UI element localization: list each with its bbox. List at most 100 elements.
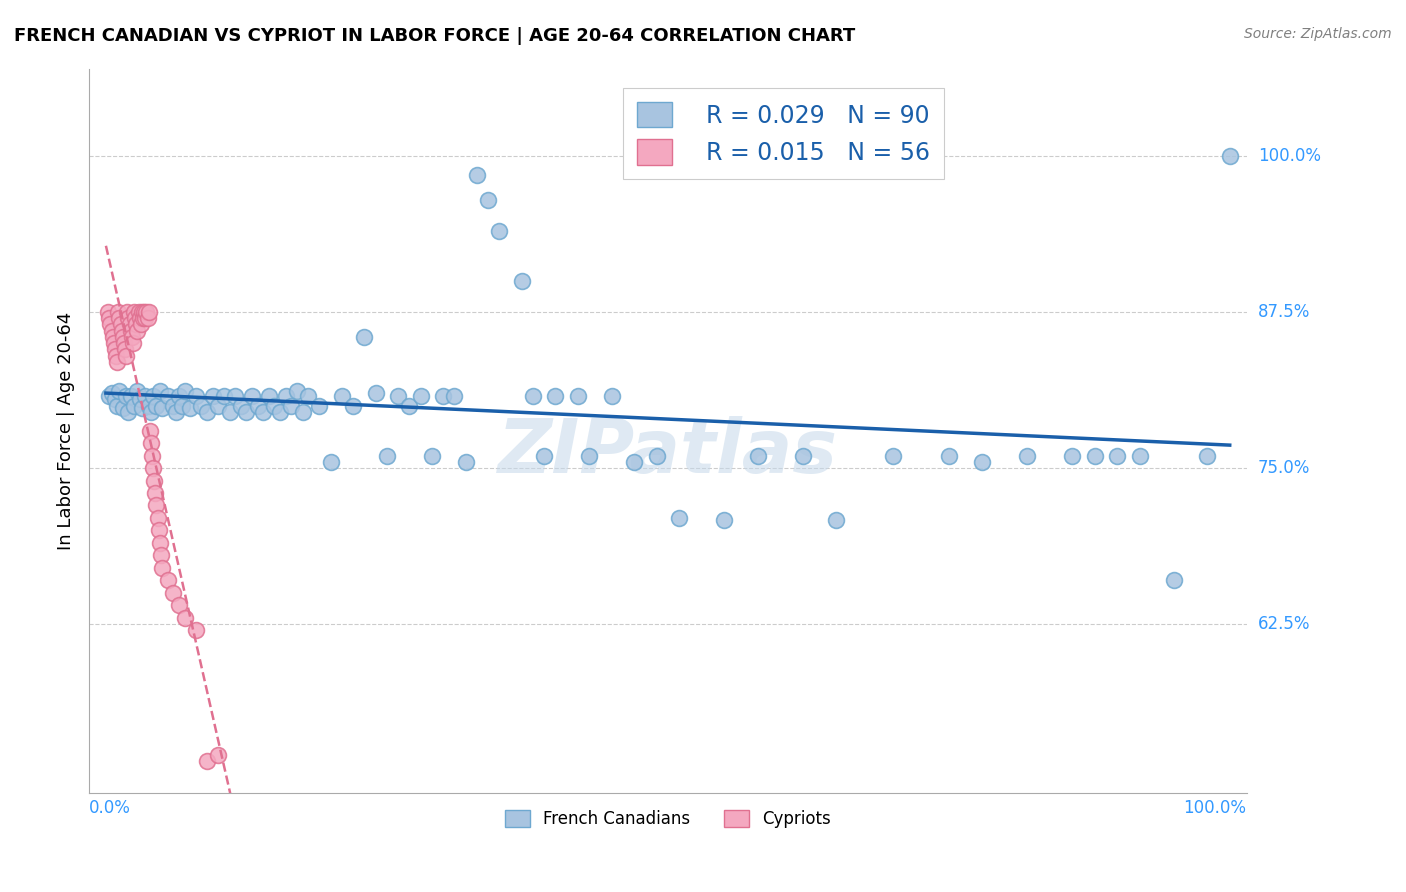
French Canadians	[156, 389, 179, 403]
Cypriots	[108, 311, 131, 326]
Cypriots	[136, 311, 159, 326]
Cypriots	[156, 574, 179, 588]
Cypriots	[129, 318, 152, 332]
Cypriots	[124, 311, 146, 326]
Cypriots	[131, 305, 153, 319]
Cypriots	[125, 318, 148, 332]
French Canadians	[120, 389, 142, 403]
Cypriots	[138, 305, 160, 319]
French Canadians	[600, 389, 623, 403]
Cypriots	[132, 311, 155, 326]
Text: Source: ZipAtlas.com: Source: ZipAtlas.com	[1244, 27, 1392, 41]
French Canadians	[240, 389, 263, 403]
French Canadians	[522, 389, 544, 403]
French Canadians	[477, 193, 499, 207]
French Canadians	[297, 389, 319, 403]
French Canadians	[128, 392, 150, 407]
Cypriots	[121, 330, 143, 344]
French Canadians	[353, 330, 375, 344]
Text: FRENCH CANADIAN VS CYPRIOT IN LABOR FORCE | AGE 20-64 CORRELATION CHART: FRENCH CANADIAN VS CYPRIOT IN LABOR FORC…	[14, 27, 855, 45]
French Canadians	[224, 389, 246, 403]
Cypriots	[101, 330, 124, 344]
Cypriots	[135, 305, 157, 319]
Cypriots	[97, 305, 120, 319]
Cypriots	[111, 330, 134, 344]
French Canadians	[1062, 449, 1084, 463]
French Canadians	[165, 405, 187, 419]
Cypriots	[110, 318, 132, 332]
Cypriots	[134, 311, 156, 326]
Cypriots	[111, 324, 134, 338]
Cypriots	[128, 311, 150, 326]
French Canadians	[1107, 449, 1129, 463]
Cypriots	[98, 311, 121, 326]
French Canadians	[149, 384, 172, 398]
French Canadians	[111, 401, 134, 416]
Cypriots	[184, 624, 207, 638]
French Canadians	[510, 274, 533, 288]
French Canadians	[134, 389, 156, 403]
Cypriots	[134, 305, 156, 319]
Cypriots	[104, 343, 127, 357]
French Canadians	[269, 405, 291, 419]
Cypriots	[167, 599, 190, 613]
French Canadians	[246, 399, 269, 413]
French Canadians	[179, 401, 201, 416]
French Canadians	[285, 384, 308, 398]
Cypriots	[105, 349, 128, 363]
Text: ZIPatlas: ZIPatlas	[498, 416, 838, 489]
Cypriots	[103, 336, 125, 351]
French Canadians	[142, 389, 165, 403]
French Canadians	[409, 389, 432, 403]
French Canadians	[172, 399, 194, 413]
French Canadians	[184, 389, 207, 403]
Cypriots	[149, 536, 172, 550]
Cypriots	[100, 318, 122, 332]
Cypriots	[107, 305, 129, 319]
French Canadians	[488, 224, 510, 238]
Cypriots	[162, 586, 184, 600]
French Canadians	[432, 389, 454, 403]
French Canadians	[229, 399, 252, 413]
French Canadians	[567, 389, 589, 403]
French Canadians	[280, 399, 302, 413]
French Canadians	[578, 449, 600, 463]
Cypriots	[127, 324, 149, 338]
French Canadians	[274, 389, 297, 403]
Cypriots	[141, 449, 163, 463]
Text: 87.5%: 87.5%	[1258, 303, 1310, 321]
Cypriots	[122, 336, 145, 351]
French Canadians	[162, 399, 184, 413]
French Canadians	[623, 455, 645, 469]
French Canadians	[127, 384, 149, 398]
French Canadians	[825, 513, 848, 527]
Cypriots	[112, 336, 135, 351]
French Canadians	[1163, 574, 1185, 588]
French Canadians	[1084, 449, 1107, 463]
Legend: French Canadians, Cypriots: French Canadians, Cypriots	[498, 804, 838, 835]
Cypriots	[139, 424, 162, 438]
French Canadians	[131, 401, 153, 416]
Cypriots	[148, 524, 170, 538]
French Canadians	[1129, 449, 1152, 463]
Cypriots	[115, 349, 138, 363]
French Canadians	[201, 389, 224, 403]
French Canadians	[454, 455, 477, 469]
Cypriots	[100, 324, 122, 338]
Cypriots	[142, 461, 165, 475]
French Canadians	[342, 399, 364, 413]
French Canadians	[387, 389, 409, 403]
French Canadians	[330, 389, 353, 403]
French Canadians	[195, 405, 218, 419]
French Canadians	[235, 405, 257, 419]
Cypriots	[145, 499, 167, 513]
French Canadians	[938, 449, 960, 463]
Cypriots	[128, 305, 150, 319]
French Canadians	[167, 389, 190, 403]
Cypriots	[207, 748, 229, 763]
French Canadians	[173, 384, 195, 398]
Cypriots	[143, 474, 166, 488]
French Canadians	[104, 392, 127, 407]
Cypriots	[122, 305, 145, 319]
French Canadians	[291, 405, 314, 419]
